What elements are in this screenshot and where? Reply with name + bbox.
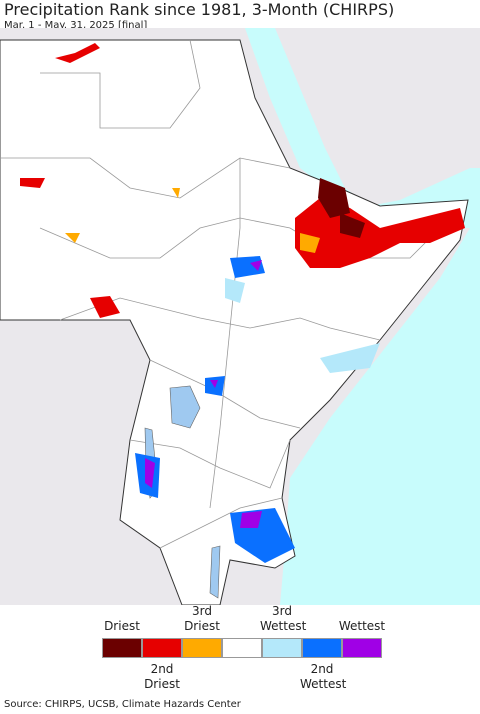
map-subtitle: Mar. 1 - May. 31, 2025 [final] bbox=[4, 20, 148, 31]
legend-label: Wettest bbox=[338, 619, 386, 633]
legend-label: 2nd Driest bbox=[144, 662, 180, 691]
source-note: Source: CHIRPS, UCSB, Climate Hazards Ce… bbox=[4, 699, 241, 710]
legend-swatch bbox=[102, 638, 142, 658]
legend-swatch bbox=[262, 638, 302, 658]
legend-label: Driest bbox=[104, 619, 140, 633]
legend-swatch bbox=[182, 638, 222, 658]
map bbox=[0, 28, 480, 605]
sea bbox=[245, 28, 480, 605]
legend-label: 2nd Wettest bbox=[300, 662, 347, 691]
rank-patches bbox=[20, 43, 465, 563]
map-title: Precipitation Rank since 1981, 3-Month (… bbox=[4, 0, 395, 19]
legend-swatch bbox=[342, 638, 382, 658]
legend-swatch bbox=[302, 638, 342, 658]
legend-swatch bbox=[142, 638, 182, 658]
borders bbox=[0, 39, 441, 549]
legend-label: 3rd Driest bbox=[184, 604, 220, 633]
legend-label: 3rd Wettest bbox=[260, 604, 307, 633]
legend-swatch bbox=[222, 638, 262, 658]
